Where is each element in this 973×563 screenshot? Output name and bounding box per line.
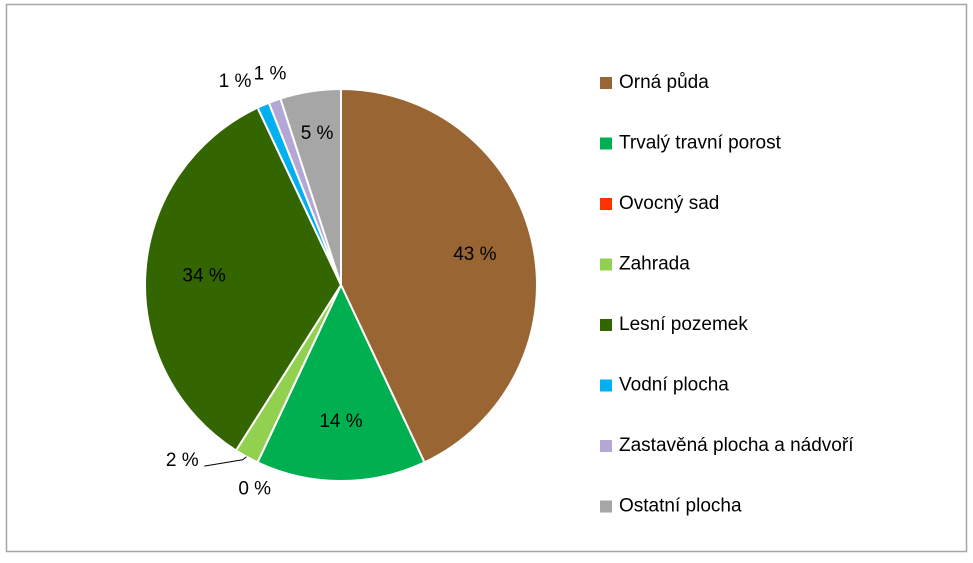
legend-swatch [600,440,612,452]
legend-label: Trvalý travní porost [619,133,782,154]
data-label: 5 % [301,123,334,144]
data-label: 43 % [453,244,496,265]
legend-label: Ostatní plocha [619,496,742,517]
legend-label: Zastavěná plocha a nádvoří [619,435,854,456]
data-label: 14 % [319,411,362,432]
legend-swatch [600,198,612,210]
pie-slice [279,87,342,286]
data-label: 0 % [238,478,271,499]
legend-swatch [600,258,612,271]
pie-slice [256,282,426,482]
data-label: 1 % [254,64,287,85]
data-label: 2 % [166,450,199,471]
pie-slice [340,87,538,464]
legend-swatch [600,77,612,89]
data-label: 34 % [182,265,225,286]
legend-label: Vodní plocha [619,375,729,396]
legend-swatch [600,500,612,513]
legend-label: Ovocný sad [619,193,719,214]
legend-label: Zahrada [619,254,690,275]
legend-label: Lesní pozemek [619,314,748,335]
pie-slice [144,106,343,452]
legend-label: Orná půda [619,72,709,93]
leader-line [204,456,247,467]
legend-swatch [600,319,612,331]
legend-swatch [600,379,612,392]
data-label: 1 % [219,71,252,92]
legend-swatch [600,137,612,150]
